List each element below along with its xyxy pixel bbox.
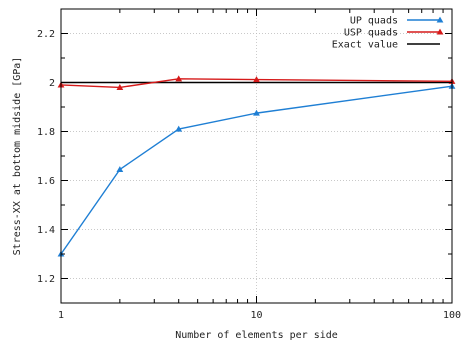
x-tick-label: 10 (250, 310, 262, 321)
x-tick-label: 100 (443, 310, 461, 321)
data-point (253, 76, 260, 83)
grid-layer (60, 9, 453, 303)
legend-label: USP quads (344, 28, 398, 39)
data-point (175, 75, 183, 82)
y-tick-label: 1.8 (37, 127, 55, 138)
legend-swatch-marker (436, 28, 444, 35)
data-point (175, 125, 183, 132)
legend-swatch-marker (436, 16, 444, 23)
legend-label: UP quads (350, 16, 398, 27)
y-tick-label: 2.2 (37, 29, 55, 40)
legend-label: Exact value (332, 40, 398, 51)
tick-layer: 1.2 1.4 1.6 1.8 2 2.2 1 10 100 (37, 8, 461, 321)
y-tick-label: 1.4 (37, 225, 55, 236)
x-axis-label: Number of elements per side (175, 330, 338, 341)
data-point (253, 109, 260, 116)
x-tick-label: 1 (58, 310, 64, 321)
y-tick-label: 1.2 (37, 274, 55, 285)
y-tick-label: 2 (49, 78, 55, 89)
data-point (116, 166, 124, 173)
y-axis-label: Stress-XX at bottom midside [GPa] (12, 57, 23, 256)
data-point (116, 84, 124, 90)
series-layer (57, 75, 456, 257)
y-tick-label: 1.6 (37, 176, 55, 187)
